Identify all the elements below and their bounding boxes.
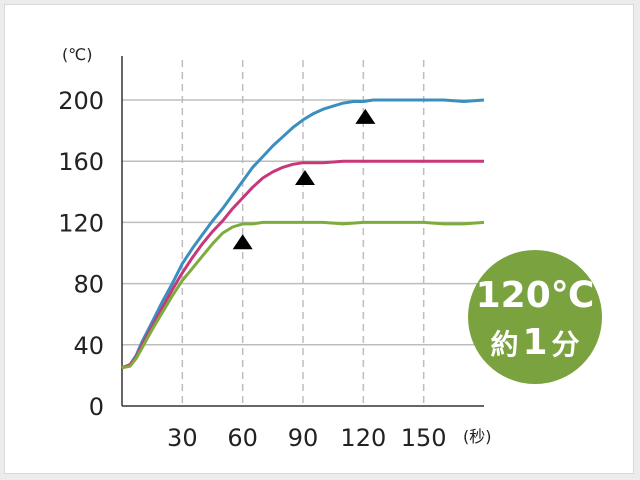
- marker-triangle: [295, 170, 316, 186]
- marker-triangle: [232, 234, 253, 250]
- badge-temperature: 120℃: [476, 275, 595, 316]
- x-tick-labels: 30 60 90 120 150: [167, 424, 447, 452]
- chart-frame: [4, 4, 634, 474]
- badge-duration-unit: 分: [552, 328, 580, 361]
- y-tick-label: 80: [73, 271, 104, 299]
- y-tick-label: 120: [58, 209, 104, 237]
- x-tick-label: 30: [167, 424, 198, 452]
- badge-circle: [468, 250, 602, 384]
- axes: [121, 56, 484, 407]
- series-line: [121, 220, 485, 370]
- peak-markers: [232, 108, 376, 250]
- y-tick-label: 0: [89, 393, 104, 421]
- y-unit-label: (℃): [62, 45, 92, 64]
- y-tick-label: 200: [58, 87, 104, 115]
- x-unit-label: (秒): [463, 427, 492, 446]
- x-tick-label: 120: [340, 424, 386, 452]
- series-lines: [121, 98, 485, 370]
- x-tick-label: 150: [401, 424, 447, 452]
- y-tick-label: 40: [73, 332, 104, 360]
- y-tick-labels: 0 40 80 120 160 200: [58, 87, 104, 421]
- x-tick-label: 90: [288, 424, 319, 452]
- marker-triangle: [355, 108, 376, 124]
- badge-duration-number: 1: [522, 322, 547, 363]
- x-tick-label: 60: [227, 424, 258, 452]
- series-line: [121, 159, 484, 370]
- grid: [122, 60, 484, 406]
- y-tick-label: 160: [58, 148, 104, 176]
- badge-duration-prefix: 約: [490, 328, 518, 361]
- series-line: [121, 98, 485, 370]
